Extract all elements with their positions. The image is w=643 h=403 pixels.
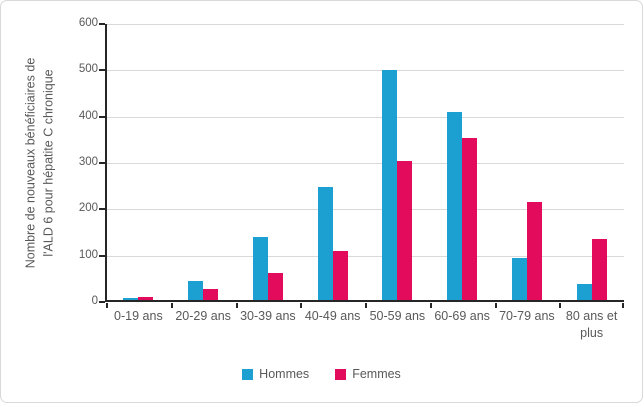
gridline-400 [106,116,624,118]
bar-hommes-50-59-ans [382,70,398,300]
y-tick-label-500: 500 [78,63,98,76]
x-axis-tick-5 [429,303,432,308]
bar-hommes-20-29-ans [188,281,204,300]
gridline-500 [106,70,624,72]
y-axis-tick-200 [99,208,105,211]
y-axis-tick-100 [99,254,105,257]
bar-femmes-20-29-ans [203,289,219,300]
bar-femmes-30-39-ans [267,273,283,300]
x-axis-tick-8 [622,303,624,308]
y-axis-title-line-1: Nombre de nouveaux bénéficiaires de [23,57,38,269]
x-axis-tick-7 [559,303,562,308]
y-axis-line [105,24,107,302]
x-axis-tick-2 [235,303,238,308]
y-tick-label-0: 0 [91,295,98,307]
y-tick-label-200: 200 [78,202,98,215]
x-category-label-4: 40-49 ans [304,309,361,323]
x-category-label-5: 50-59 ans [369,309,426,323]
gridline-100 [106,255,624,257]
y-tick-label-100: 100 [78,248,98,261]
legend-label-femmes: Femmes [352,367,401,381]
x-axis-tick-4 [365,303,367,308]
y-axis-tick-400 [99,115,105,118]
legend-swatch-hommes [242,368,254,380]
bar-hommes-0-19-ans [123,298,139,300]
y-tick-label-300: 300 [78,156,98,168]
x-category-label-2: 20-29 ans [175,309,231,323]
y-axis-tick-300 [99,162,105,164]
y-axis-tick-600 [99,23,105,25]
legend-item-femmes: Femmes [335,367,401,381]
gridline-300 [106,163,624,164]
bar-femmes-50-59-ans [397,160,413,300]
x-category-label-3: 30-39 ans [240,309,296,323]
x-category-label-7: 70-79 ans [499,309,555,323]
x-axis-tick-0 [106,303,108,308]
bar-femmes-60-69-ans [462,137,478,300]
bar-hommes-80-ans-et-plus [576,284,592,300]
x-axis-tick-6 [494,303,497,308]
plot-area [99,23,624,308]
legend: Hommes Femmes [1,367,642,381]
bar-hommes-30-39-ans [252,237,268,300]
x-category-label-6: 60-69 ans [434,309,490,323]
legend-item-hommes: Hommes [242,367,309,381]
bar-hommes-70-79-ans [511,257,527,300]
x-axis-tick-3 [300,303,303,308]
legend-label-hommes: Hommes [259,367,310,381]
x-category-label-8: 80 ans et plus [565,309,618,340]
bar-hommes-60-69-ans [447,112,463,300]
y-tick-label-600: 600 [78,17,98,29]
bar-femmes-80-ans-et-plus [591,238,607,300]
y-axis-title: Nombre de nouveaux bénéficiaires de l'AL… [23,13,58,313]
legend-swatch-femmes [335,368,347,380]
x-category-label-1: 0-19 ans [114,309,163,323]
bar-femmes-70-79-ans [526,202,542,300]
x-axis-tick-1 [170,303,173,308]
y-axis-tick-0 [99,301,105,303]
bar-femmes-40-49-ans [332,251,348,300]
bar-hommes-40-49-ans [317,187,333,300]
gridline-600 [106,24,624,25]
x-axis-line [105,300,624,302]
gridline-200 [106,209,624,211]
y-axis-title-line-2: l'ALD 6 pour hépatite C chronique [41,69,55,257]
y-axis-tick-500 [99,69,105,72]
y-tick-label-400: 400 [78,109,98,122]
bar-femmes-0-19-ans [138,296,154,300]
